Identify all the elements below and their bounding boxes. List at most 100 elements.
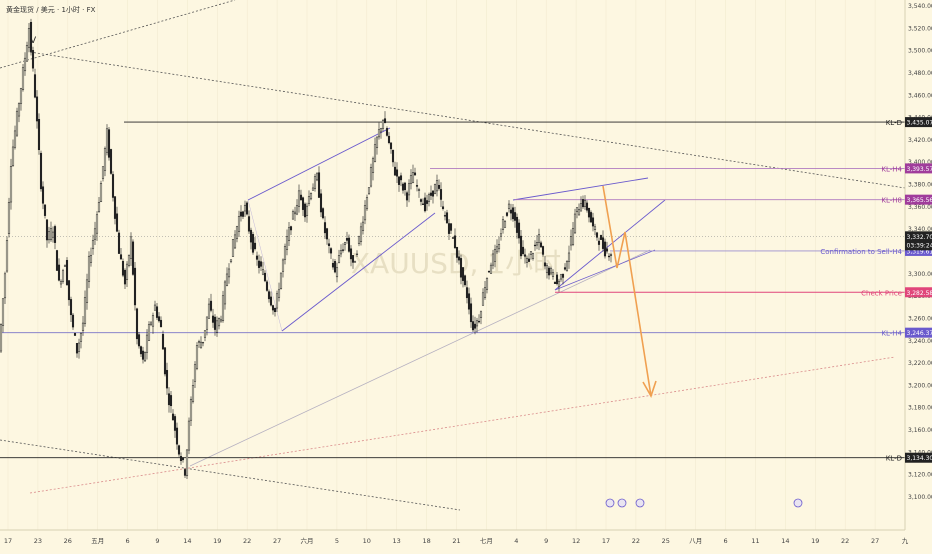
- x-tick-label: 六月: [301, 536, 314, 545]
- candle-body: [172, 414, 174, 420]
- x-tick-label: 22: [841, 537, 849, 545]
- x-tick-label: 五月: [91, 537, 104, 545]
- candle-body: [420, 199, 422, 201]
- candle-body: [586, 203, 588, 210]
- candle-body: [354, 262, 356, 263]
- candle-body: [326, 229, 328, 239]
- candle-body: [6, 240, 8, 271]
- candle-body: [602, 238, 604, 249]
- x-tick-label: 19: [213, 537, 221, 545]
- candle-body: [464, 276, 466, 285]
- candle-body: [484, 288, 486, 298]
- candle-body: [344, 243, 346, 245]
- candle-body: [22, 68, 24, 90]
- candle-body: [32, 50, 34, 68]
- candle-body: [198, 341, 200, 342]
- candle-body: [514, 212, 516, 220]
- candle-body: [152, 315, 154, 326]
- event-flag-icon[interactable]: [618, 499, 626, 507]
- candle-body: [92, 241, 94, 249]
- candle-body: [146, 335, 148, 352]
- candle-body: [8, 202, 10, 233]
- candle-body: [610, 255, 612, 256]
- candle-body: [0, 324, 2, 351]
- candle-body: [20, 89, 22, 104]
- candle-body: [468, 294, 470, 310]
- candle-body: [272, 306, 274, 311]
- candle-body: [240, 212, 242, 216]
- candle-body: [438, 185, 440, 188]
- candle-body: [118, 233, 120, 254]
- candle-body: [448, 224, 450, 234]
- candle-body: [324, 222, 326, 232]
- candle-body: [224, 282, 226, 304]
- candle-body: [16, 111, 18, 135]
- candle-body: [446, 213, 448, 223]
- event-flag-icon[interactable]: [794, 499, 802, 507]
- candle-body: [104, 148, 106, 170]
- candle-body: [606, 249, 608, 251]
- y-tick-label: 3,180.00: [908, 405, 932, 412]
- candle-body: [444, 215, 446, 216]
- x-tick-label: 12: [572, 537, 580, 545]
- event-flag-icon[interactable]: [606, 499, 614, 507]
- current-price-value: 3,332.70: [907, 234, 932, 241]
- candle-body: [594, 227, 596, 230]
- candle-body: [546, 265, 548, 272]
- candle-body: [528, 259, 530, 262]
- candle-body: [102, 167, 104, 179]
- candle-body: [116, 214, 118, 232]
- candle-body: [488, 271, 490, 272]
- candle-body: [524, 255, 526, 257]
- candle-body: [584, 201, 586, 207]
- candle-body: [156, 307, 158, 318]
- candle-body: [558, 281, 560, 287]
- candle-body: [160, 320, 162, 327]
- candle-body: [518, 223, 520, 238]
- candle-body: [300, 195, 302, 200]
- candle-body: [52, 232, 54, 237]
- candle-body: [260, 262, 262, 267]
- candle-body: [306, 206, 308, 216]
- candle-body: [456, 247, 458, 257]
- candle-body: [566, 261, 568, 270]
- candle-body: [210, 301, 212, 310]
- candle-body: [12, 147, 14, 165]
- candle-body: [480, 312, 482, 318]
- candle-body: [454, 236, 456, 248]
- candle-body: [604, 242, 606, 256]
- candle-body: [424, 198, 426, 211]
- candle-body: [482, 293, 484, 305]
- candle-body: [576, 207, 578, 211]
- candle-body: [368, 188, 370, 194]
- candle-body: [570, 237, 572, 245]
- candle-body: [310, 193, 312, 199]
- candle-body: [540, 243, 542, 247]
- candle-body: [372, 159, 374, 173]
- candle-body: [440, 189, 442, 199]
- candle-body: [290, 227, 292, 230]
- candle-body: [78, 343, 80, 352]
- candle-body: [270, 297, 272, 305]
- symbol-title[interactable]: 黄金现货 / 美元 · 1小时 · FX: [6, 5, 96, 14]
- x-tick-label: 14: [781, 537, 789, 545]
- candle-body: [318, 173, 320, 198]
- candle-body: [398, 177, 400, 185]
- level-label: KL-D: [886, 119, 902, 127]
- candle-body: [76, 343, 78, 353]
- candle-body: [382, 120, 384, 128]
- candle-body: [396, 170, 398, 176]
- candle-body: [522, 247, 524, 254]
- candle-body: [228, 269, 230, 277]
- y-tick-label: 3,220.00: [908, 360, 932, 367]
- y-tick-label: 3,520.00: [908, 25, 932, 32]
- candle-body: [250, 230, 252, 242]
- event-flag-icon[interactable]: [636, 499, 644, 507]
- candle-body: [108, 130, 110, 158]
- candle-body: [278, 290, 280, 298]
- candle-body: [422, 204, 424, 205]
- candle-body: [460, 258, 462, 277]
- candle-body: [226, 274, 228, 285]
- candle-body: [194, 365, 196, 382]
- candle-body: [520, 236, 522, 256]
